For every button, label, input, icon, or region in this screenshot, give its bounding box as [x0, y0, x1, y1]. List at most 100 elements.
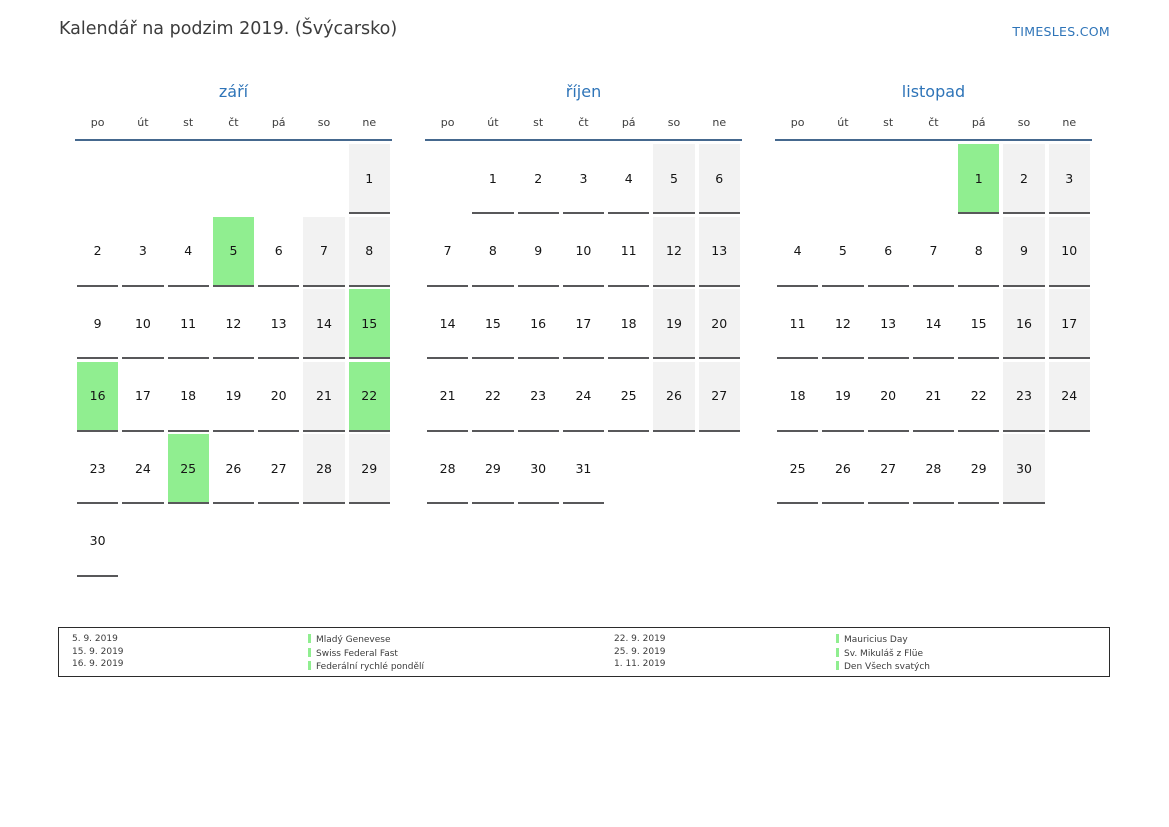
- day-number: 7: [912, 216, 955, 287]
- day-cell: 11: [775, 289, 820, 362]
- months: září po út st čt pá so ne 1 2 3 4 5 6 7 8 9 10 11 12 13 14 15 1…: [75, 82, 1092, 580]
- day-number: 17: [122, 361, 164, 432]
- day-number: 9: [1003, 216, 1045, 287]
- day-cell: 6: [256, 216, 301, 290]
- month-title: září: [218, 82, 249, 101]
- day-number: 27: [867, 434, 909, 505]
- weekday-label: so: [667, 116, 681, 129]
- day-number: 5: [653, 144, 695, 214]
- empty-cell: [166, 507, 211, 580]
- week-row: 4 5 6 7 8 9 10: [775, 216, 1092, 290]
- week-row: 25 26 27 28 29 30: [775, 434, 1092, 507]
- day-cell: 14: [301, 289, 346, 362]
- weeks-grid: 1 2 3 4 5 6 7 8 9 10 11 12 13 14 15 16 17 18 19 20 21 22 23 24 2…: [75, 144, 392, 580]
- day-number: 24: [562, 361, 605, 432]
- day-number: 1: [348, 144, 390, 214]
- day-cell: 20: [697, 289, 742, 362]
- day-cell: 3: [561, 144, 606, 217]
- day-cell: 10: [1047, 216, 1092, 290]
- day-number: 29: [348, 434, 390, 505]
- day-number: 12: [653, 216, 695, 287]
- day-cell: 24: [1047, 361, 1092, 435]
- day-number: 10: [562, 216, 605, 287]
- day-cell: 6: [866, 216, 911, 290]
- day-cell: 22: [470, 361, 515, 435]
- day-cell: 4: [606, 144, 651, 217]
- day-number: 5: [822, 216, 864, 287]
- day-number: 26: [822, 434, 864, 505]
- day-cell: 14: [425, 289, 470, 362]
- day-number: 9: [77, 289, 119, 360]
- day-cell: 10: [120, 289, 165, 362]
- empty-cell: [256, 507, 301, 580]
- day-number: 30: [1003, 434, 1045, 505]
- day-cell: 25: [775, 434, 820, 507]
- day-number: 6: [698, 144, 740, 214]
- day-cell: 19: [820, 361, 865, 435]
- empty-cell: [347, 507, 392, 580]
- legend-names-column: Mladý Genevese Swiss Federal Fast Federáln…: [308, 633, 614, 676]
- day-cell: 12: [211, 289, 256, 362]
- day-cell: 1: [470, 144, 515, 217]
- empty-cell: [120, 144, 165, 217]
- day-cell: 16: [1001, 289, 1046, 362]
- day-number: 23: [517, 361, 559, 432]
- day-number: 25: [608, 361, 650, 432]
- day-number: 2: [1003, 144, 1045, 214]
- legend-holiday-name: Mladý Genevese: [308, 633, 614, 647]
- weekday-label: čt: [928, 116, 939, 129]
- day-cell: 22: [956, 361, 1001, 435]
- day-cell: 8: [347, 216, 392, 290]
- day-cell: 23: [75, 434, 120, 507]
- weekday-label: so: [1017, 116, 1031, 129]
- empty-cell: [697, 434, 742, 507]
- day-cell: 24: [120, 434, 165, 507]
- week-row: 14 15 16 17 18 19 20: [425, 289, 742, 362]
- day-number: 22: [472, 361, 514, 432]
- day-number: 14: [427, 289, 469, 360]
- day-cell: 2: [1001, 144, 1046, 217]
- day-cell: 11: [606, 216, 651, 290]
- day-cell: 25: [166, 434, 211, 507]
- legend-date: 1. 11. 2019: [614, 659, 666, 670]
- day-number: 18: [777, 361, 819, 432]
- day-cell: 18: [775, 361, 820, 435]
- weekday-label: ne: [1062, 116, 1077, 129]
- day-cell: 15: [470, 289, 515, 362]
- day-number: 30: [77, 506, 119, 577]
- weekday-label: čt: [228, 116, 239, 129]
- day-number: 11: [777, 289, 819, 360]
- day-number: 22: [958, 361, 1000, 432]
- month-title: listopad: [901, 82, 966, 101]
- day-number: 17: [1048, 289, 1090, 360]
- day-number: 16: [517, 289, 559, 360]
- month-title: říjen: [565, 82, 602, 101]
- day-cell: 18: [606, 289, 651, 362]
- day-number: 13: [258, 289, 300, 360]
- day-number: 31: [562, 434, 605, 505]
- site-link[interactable]: TIMESLES.COM: [1012, 24, 1110, 39]
- day-number: 2: [77, 216, 119, 287]
- day-number: 22: [348, 361, 390, 432]
- day-number: 28: [427, 434, 469, 505]
- day-number: 7: [427, 216, 469, 287]
- day-cell: 4: [166, 216, 211, 290]
- day-number: 19: [653, 289, 695, 360]
- holiday-marker-icon: [836, 634, 839, 643]
- day-number: 25: [167, 434, 209, 505]
- day-number: 29: [472, 434, 514, 505]
- day-cell: 17: [120, 361, 165, 435]
- day-number: 3: [562, 144, 605, 214]
- legend-holiday-name: Den Všech svatých: [836, 660, 1109, 674]
- day-number: 19: [822, 361, 864, 432]
- day-number: 27: [258, 434, 300, 505]
- legend-holiday-name: Swiss Federal Fast: [308, 647, 614, 661]
- day-cell: 4: [775, 216, 820, 290]
- month-září: září po út st čt pá so ne 1 2 3 4 5 6 7 8 9 10 11 12 13 14 15 1…: [75, 82, 392, 580]
- day-cell: 16: [516, 289, 561, 362]
- week-row: 16 17 18 19 20 21 22: [75, 361, 392, 435]
- week-row: 21 22 23 24 25 26 27: [425, 361, 742, 435]
- day-number: 8: [958, 216, 1000, 287]
- day-number: 20: [867, 361, 909, 432]
- day-number: 9: [517, 216, 559, 287]
